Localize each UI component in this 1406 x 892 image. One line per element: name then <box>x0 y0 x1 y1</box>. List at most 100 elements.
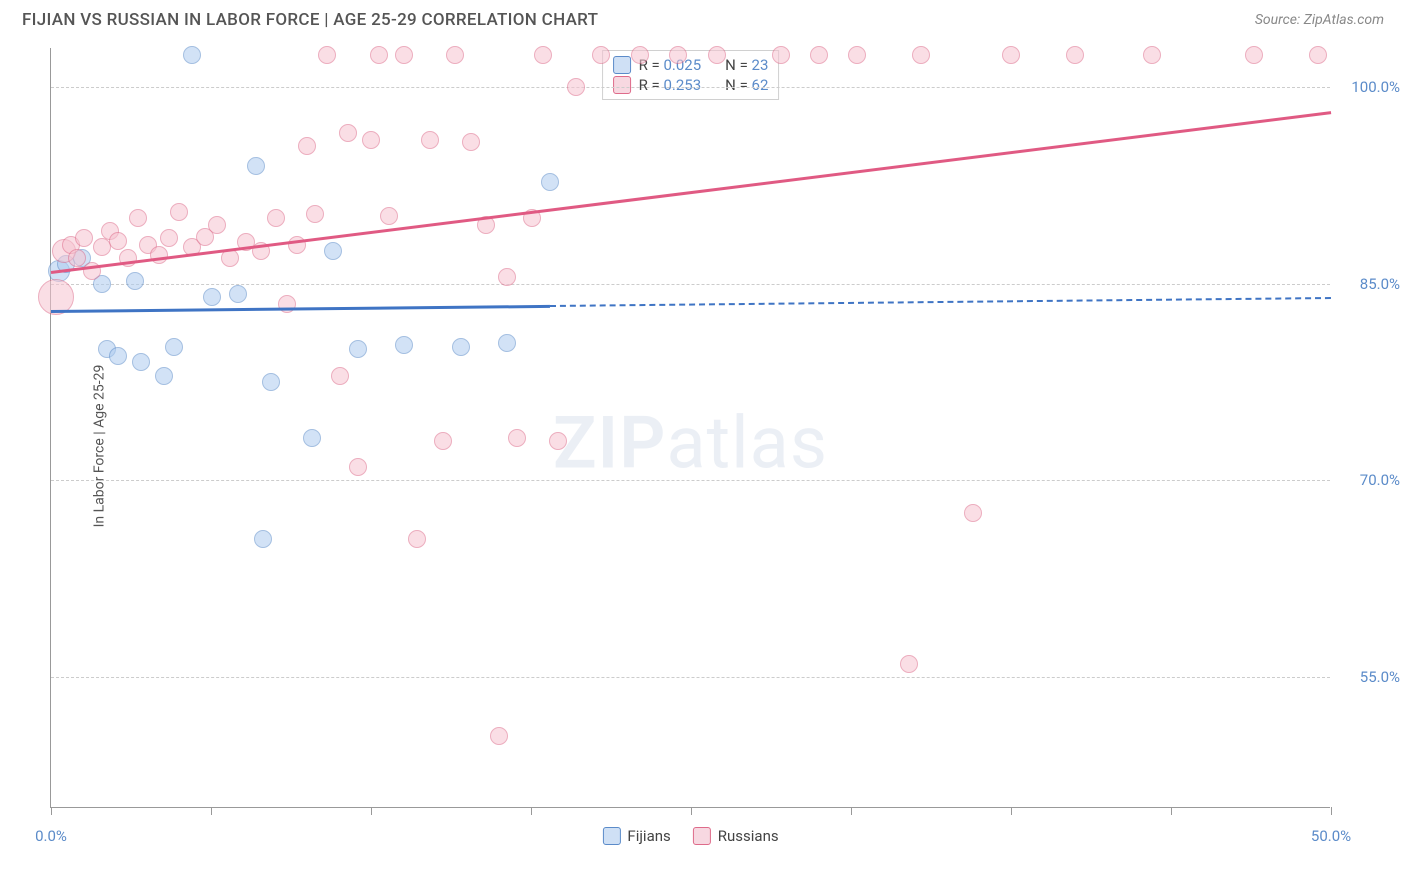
x-tick <box>1011 807 1012 815</box>
data-point-russians <box>490 727 508 745</box>
data-point-russians <box>421 131 439 149</box>
data-point-russians <box>462 133 480 151</box>
y-tick-label: 100.0% <box>1351 78 1400 96</box>
data-point-russians <box>318 46 336 64</box>
data-point-russians <box>669 46 687 64</box>
data-point-russians <box>362 131 380 149</box>
data-point-fijians <box>452 338 470 356</box>
x-tick <box>531 807 532 815</box>
x-tick <box>691 807 692 815</box>
legend-swatch <box>693 827 711 845</box>
trend-line-russians <box>51 111 1331 274</box>
x-tick <box>851 807 852 815</box>
legend-n-label: N = 23 <box>725 56 768 74</box>
data-point-russians <box>1143 46 1161 64</box>
data-point-russians <box>900 655 918 673</box>
y-tick-label: 85.0% <box>1360 275 1400 293</box>
y-tick-label: 70.0% <box>1360 471 1400 489</box>
data-point-fijians <box>498 334 516 352</box>
gridline <box>51 480 1330 481</box>
data-point-russians <box>1309 46 1327 64</box>
data-point-fijians <box>132 353 150 371</box>
data-point-russians <box>267 209 285 227</box>
data-point-fijians <box>541 173 559 191</box>
legend-item: Fijians <box>602 827 670 845</box>
legend-label: Russians <box>718 827 779 845</box>
data-point-russians <box>75 229 93 247</box>
legend-swatch <box>602 827 620 845</box>
legend-n-label: N = 62 <box>725 76 768 94</box>
data-point-russians <box>208 216 226 234</box>
data-point-russians <box>446 46 464 64</box>
data-point-russians <box>498 268 516 286</box>
legend-item: Russians <box>693 827 779 845</box>
data-point-russians <box>708 46 726 64</box>
data-point-fijians <box>155 367 173 385</box>
data-point-fijians <box>262 373 280 391</box>
legend-row: R = 0.253 N = 62 <box>613 75 769 95</box>
data-point-russians <box>810 46 828 64</box>
legend-swatch <box>613 76 631 94</box>
data-point-russians <box>631 46 649 64</box>
data-point-fijians <box>229 285 247 303</box>
source-attribution: Source: ZipAtlas.com <box>1255 12 1384 28</box>
x-tick <box>211 807 212 815</box>
data-point-russians <box>129 209 147 227</box>
data-point-fijians <box>349 340 367 358</box>
legend-label: Fijians <box>627 827 670 845</box>
data-point-russians <box>331 367 349 385</box>
x-tick-label: 50.0% <box>1311 827 1351 845</box>
data-point-russians <box>349 458 367 476</box>
data-point-fijians <box>203 288 221 306</box>
x-tick <box>1331 807 1332 815</box>
data-point-russians <box>370 46 388 64</box>
y-tick-label: 55.0% <box>1360 668 1400 686</box>
legend-swatch <box>613 56 631 74</box>
data-point-fijians <box>126 272 144 290</box>
data-point-fijians <box>303 429 321 447</box>
data-point-russians <box>964 504 982 522</box>
data-point-russians <box>1002 46 1020 64</box>
x-tick <box>51 807 52 815</box>
x-tick <box>1171 807 1172 815</box>
data-point-russians <box>380 207 398 225</box>
data-point-russians <box>1066 46 1084 64</box>
data-point-russians <box>534 46 552 64</box>
data-point-russians <box>68 249 86 267</box>
legend-series: Fijians Russians <box>602 827 778 845</box>
data-point-russians <box>592 46 610 64</box>
x-tick <box>371 807 372 815</box>
data-point-russians <box>408 530 426 548</box>
data-point-russians <box>298 137 316 155</box>
legend-r-label: R = 0.253 <box>639 76 702 94</box>
data-point-russians <box>567 78 585 96</box>
chart-title: FIJIAN VS RUSSIAN IN LABOR FORCE | AGE 2… <box>22 10 598 30</box>
gridline <box>51 677 1330 678</box>
data-point-russians <box>109 232 127 250</box>
data-point-russians <box>434 432 452 450</box>
data-point-russians <box>772 46 790 64</box>
data-point-russians <box>1245 46 1263 64</box>
gridline <box>51 87 1330 88</box>
data-point-russians <box>549 432 567 450</box>
data-point-russians <box>848 46 866 64</box>
chart-plot-area: ZIPatlas R = 0.025N = 23R = 0.253N = 62 … <box>50 48 1330 808</box>
data-point-russians <box>508 429 526 447</box>
x-tick-label: 0.0% <box>35 827 67 845</box>
data-point-fijians <box>165 338 183 356</box>
legend-correlation: R = 0.025N = 23R = 0.253N = 62 <box>602 50 780 100</box>
data-point-fijians <box>183 46 201 64</box>
data-point-fijians <box>109 347 127 365</box>
data-point-russians <box>288 236 306 254</box>
data-point-fijians <box>247 157 265 175</box>
data-point-russians <box>306 205 324 223</box>
trend-line-fijians <box>550 297 1331 307</box>
data-point-russians <box>339 124 357 142</box>
data-point-russians <box>395 46 413 64</box>
trend-line-fijians <box>51 305 550 313</box>
data-point-fijians <box>395 336 413 354</box>
data-point-russians <box>170 203 188 221</box>
data-point-russians <box>912 46 930 64</box>
data-point-russians <box>160 229 178 247</box>
watermark: ZIPatlas <box>553 400 828 485</box>
